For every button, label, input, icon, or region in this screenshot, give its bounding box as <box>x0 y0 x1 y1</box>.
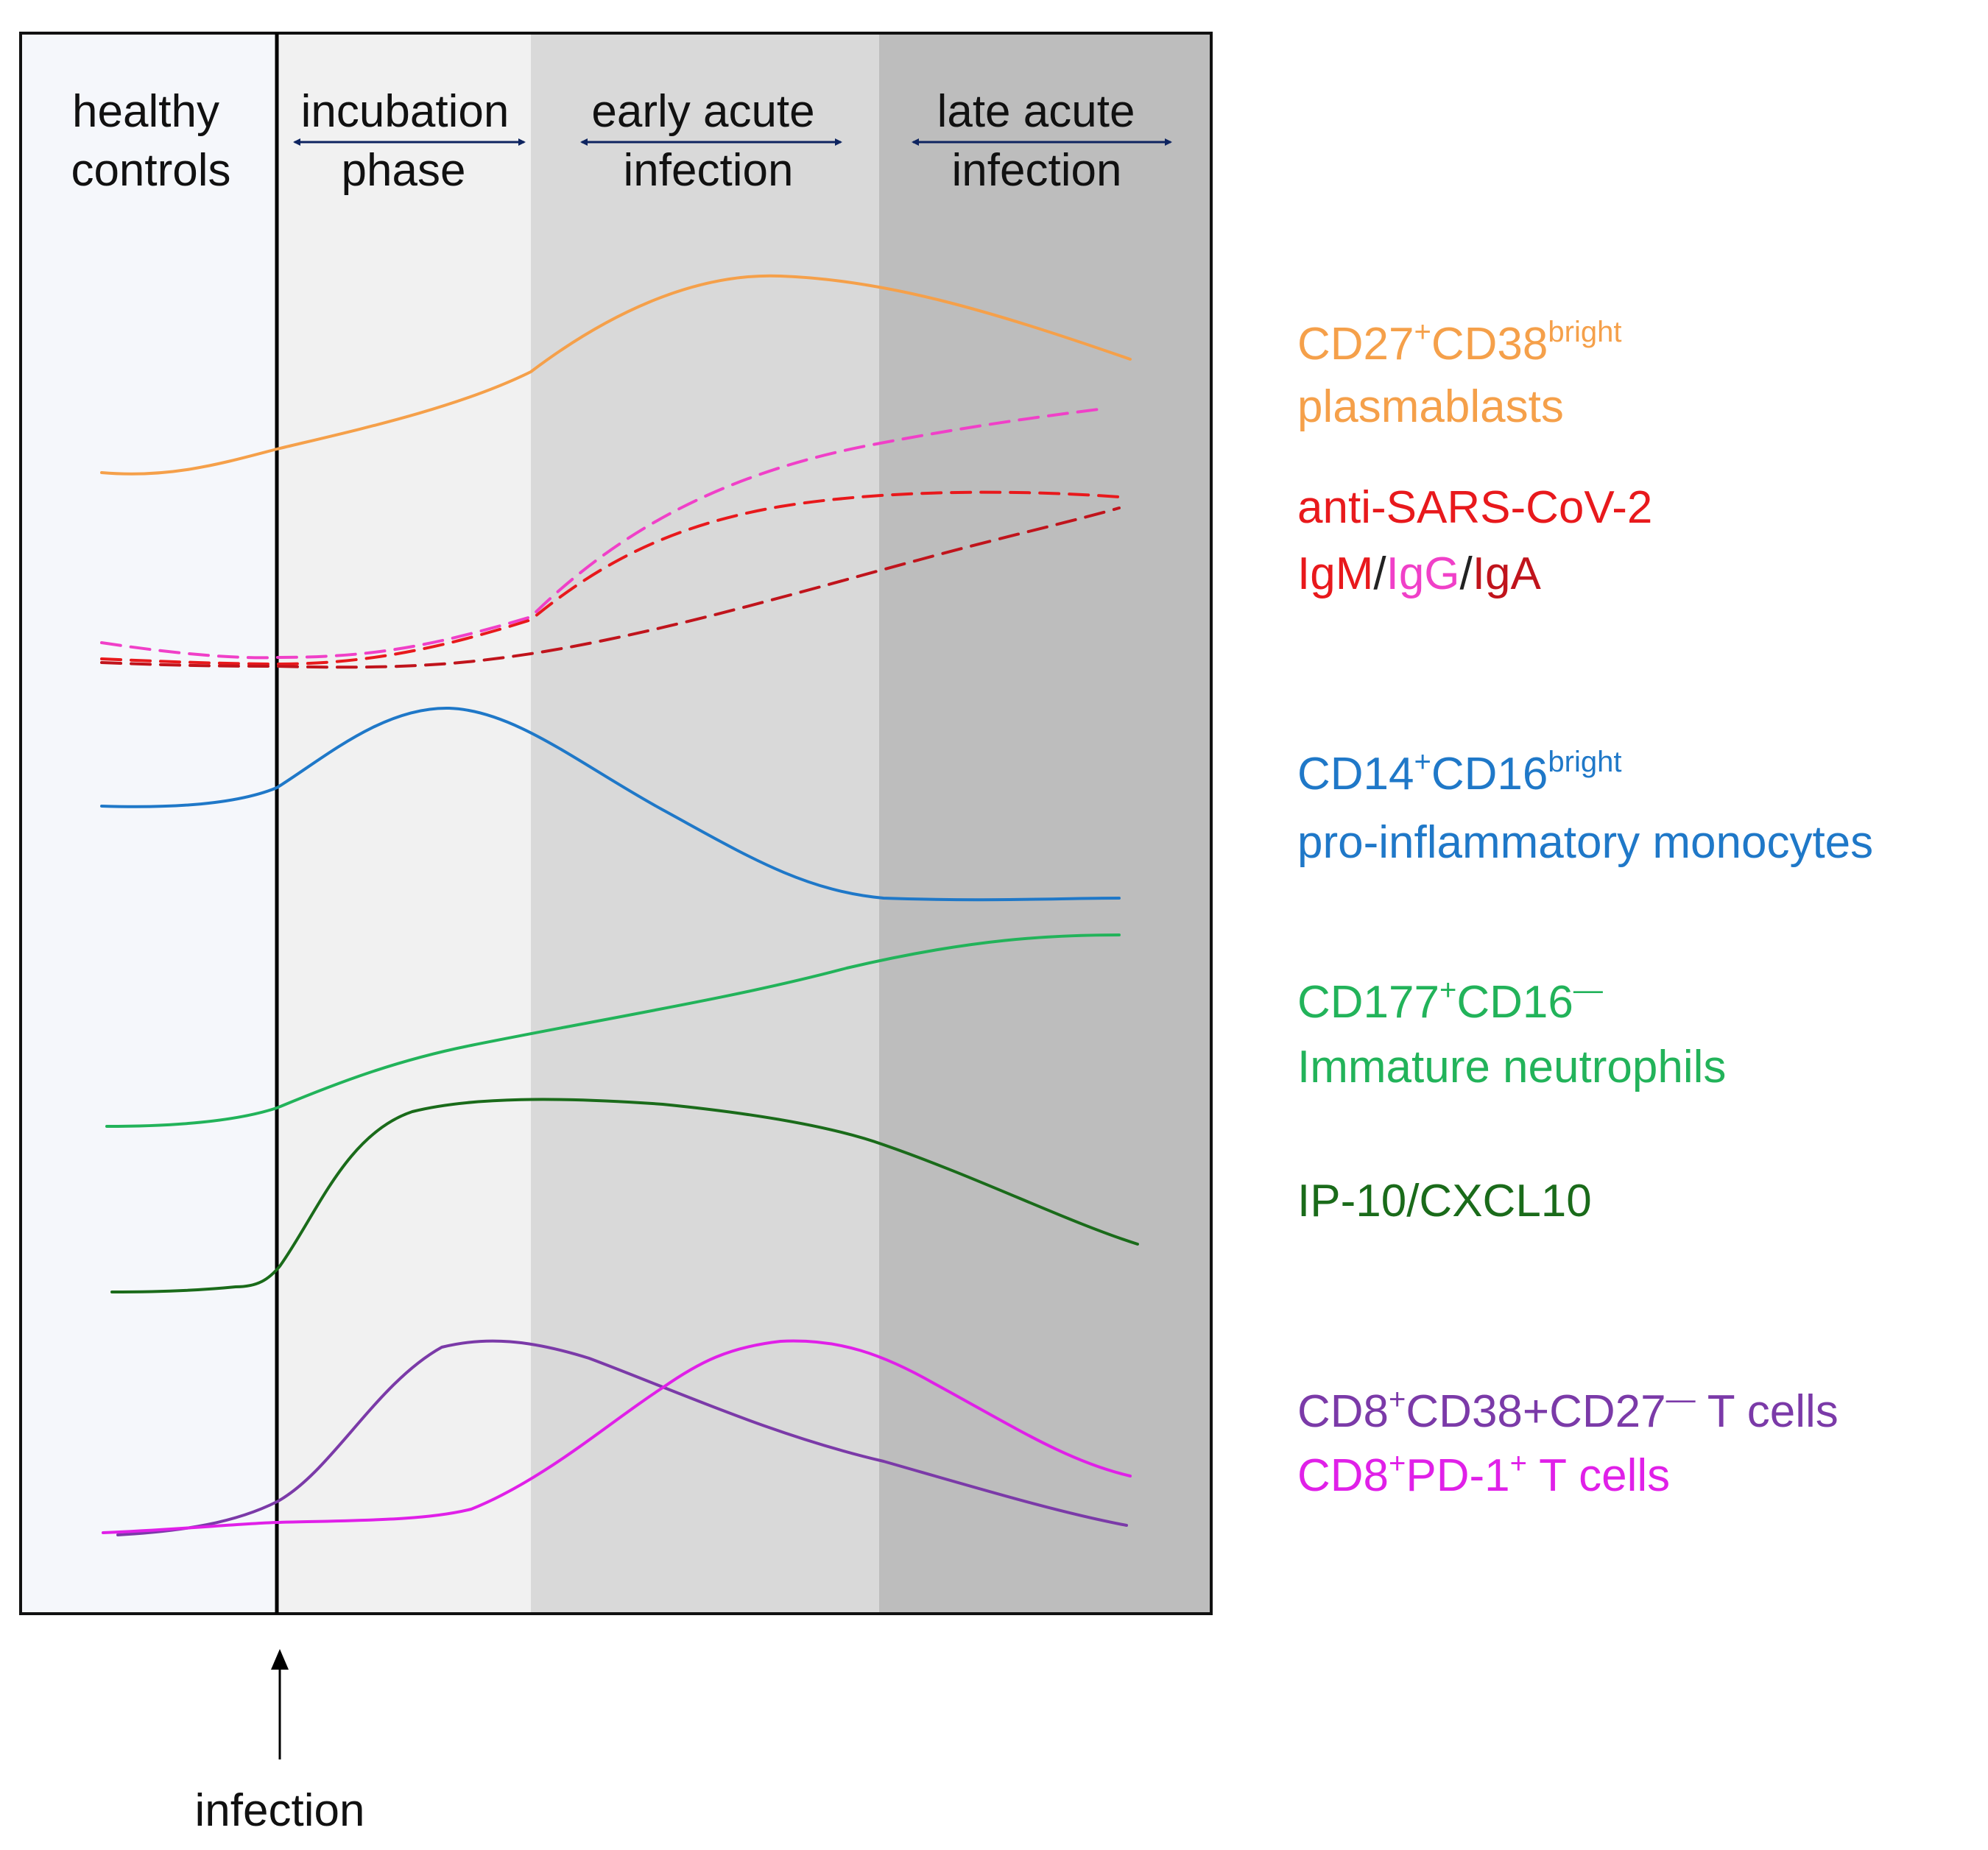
curve-igg <box>100 407 1106 660</box>
phase-label-early-line2: infection <box>624 145 794 196</box>
legend-pd1-tcells: CD8+PD-1+ T cells <box>1297 1447 1670 1501</box>
curve-neutrophils <box>105 933 1121 1128</box>
legend-antibodies-isotypes: IgM/IgG/IgA <box>1297 548 1541 599</box>
curve-cxcl10 <box>110 1098 1139 1293</box>
legend-plasmablasts-markers: CD27+CD38bright <box>1297 316 1621 370</box>
curve-iga <box>100 506 1121 669</box>
curve-cd38-cd27-tcells <box>116 1339 1128 1536</box>
legend: CD27+CD38bright plasmablasts anti-SARS-C… <box>1297 316 1873 1501</box>
curves-group <box>100 274 1139 1536</box>
plot-frame <box>19 32 1213 1615</box>
phase-band-incubation <box>277 33 531 1614</box>
phase-label-early-line1: early acute <box>591 86 814 137</box>
legend-monocytes-label: pro-inflammatory monocytes <box>1297 817 1873 868</box>
phase-band-healthy <box>21 33 277 1614</box>
legend-cd38-cd27-tcells: CD8+CD38+CD27— T cells <box>1297 1383 1839 1437</box>
phase-label-healthy-line1: healthy <box>72 86 219 137</box>
legend-plasmablasts-label: plasmablasts <box>1297 381 1564 432</box>
phase-band-early-acute <box>531 33 879 1614</box>
phase-label-incubation-line2: phase <box>342 145 466 196</box>
phase-label-incubation-line1: incubation <box>301 86 510 137</box>
phase-label-late-line1: late acute <box>937 86 1135 137</box>
curve-igm <box>100 490 1121 666</box>
phase-label-healthy-line2: controls <box>71 145 230 196</box>
legend-cxcl10-label: IP-10/CXCL10 <box>1297 1176 1592 1226</box>
legend-antibodies-title: anti-SARS-CoV-2 <box>1297 482 1652 533</box>
phase-band-late-acute <box>879 33 1211 1614</box>
curve-pd1-tcells <box>102 1339 1132 1534</box>
legend-neutrophils-label: Immature neutrophils <box>1297 1042 1726 1092</box>
infection-arrowhead <box>271 1649 289 1670</box>
legend-monocytes-markers: CD14+CD16bright <box>1297 746 1621 799</box>
curve-plasmablasts <box>100 274 1132 476</box>
infection-label: infection <box>195 1785 365 1836</box>
curve-monocytes <box>100 706 1121 902</box>
legend-neutrophils-markers: CD177+CD16— <box>1297 974 1603 1028</box>
phase-label-late-line2: infection <box>952 145 1122 196</box>
